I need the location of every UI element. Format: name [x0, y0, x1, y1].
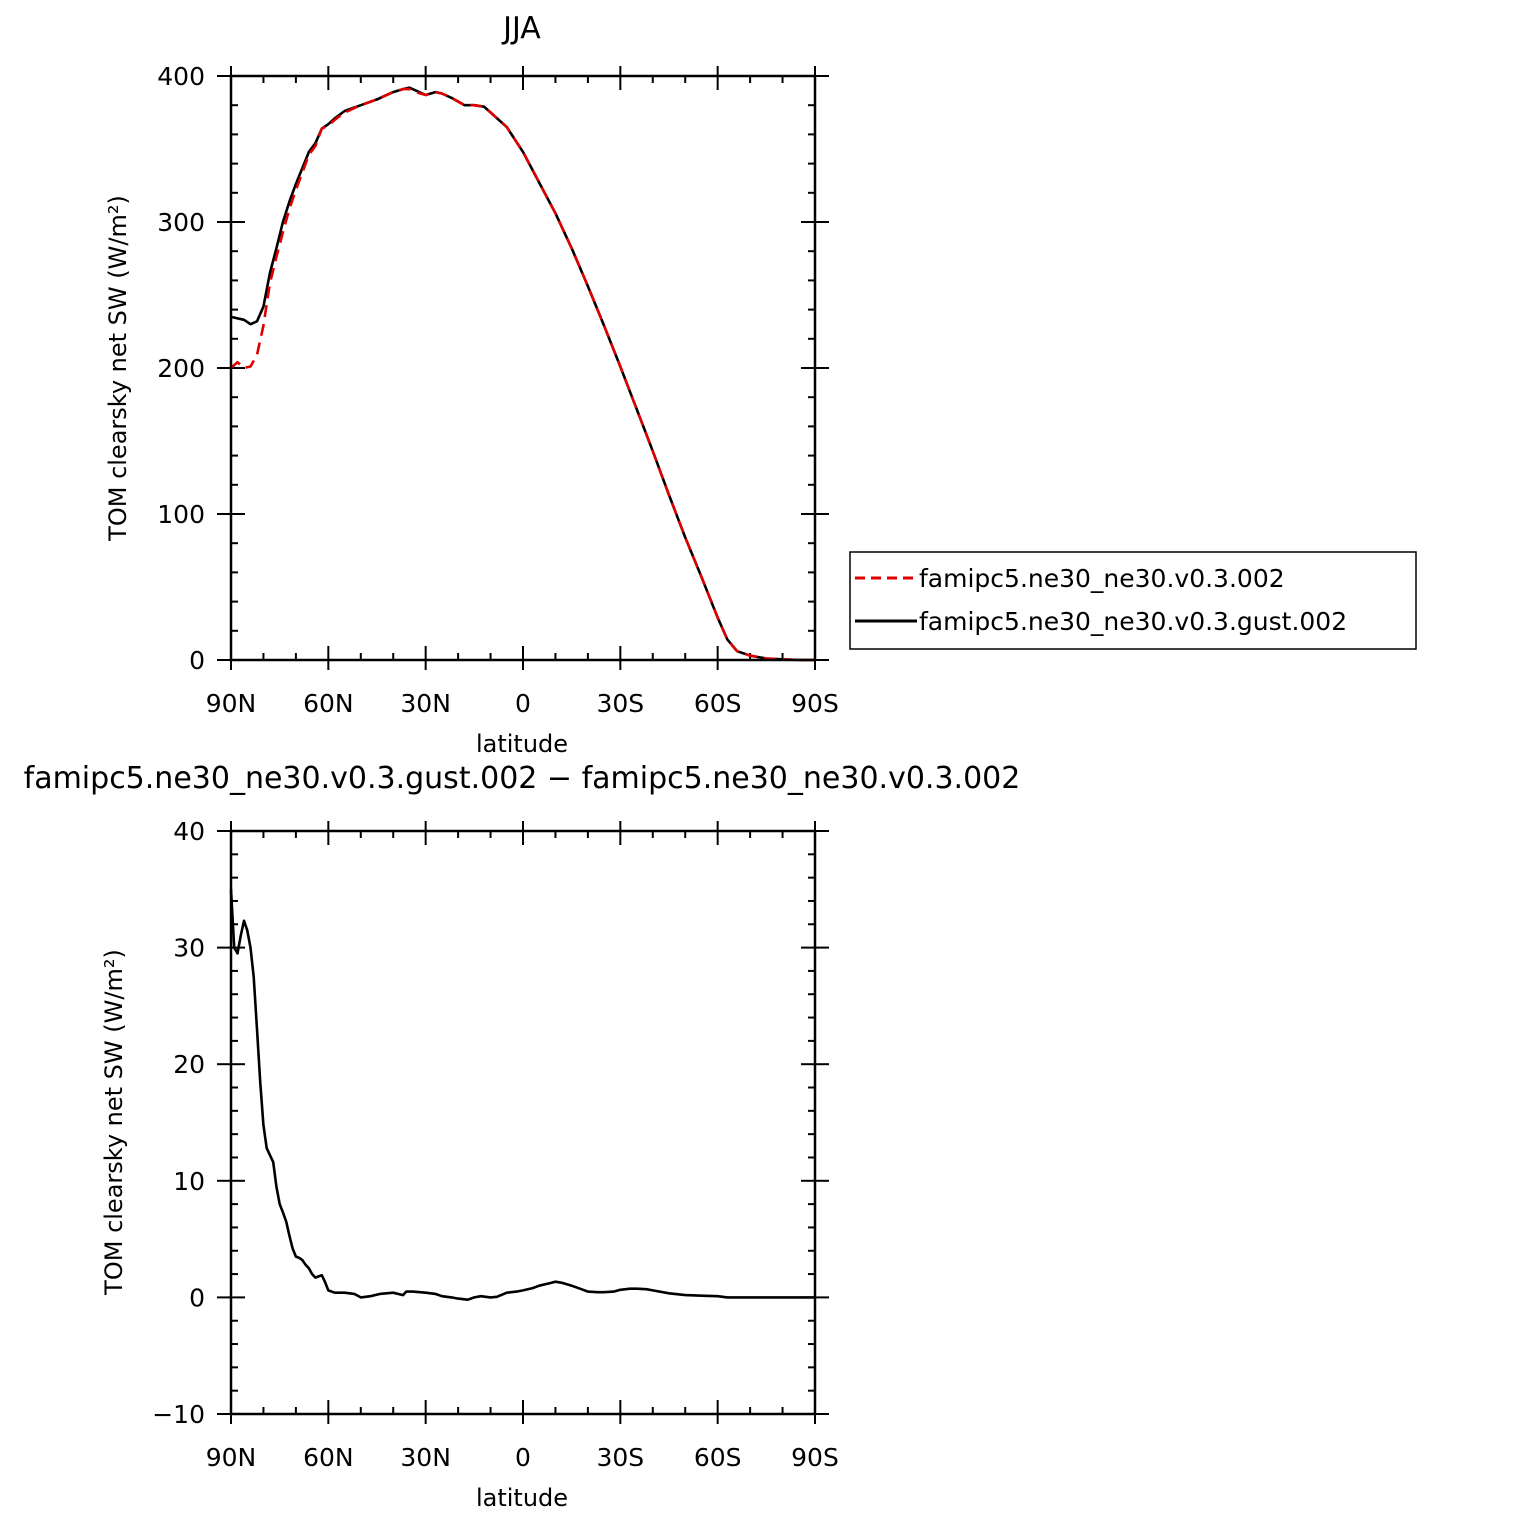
- top-panel-ticks: [217, 66, 829, 670]
- bottom-panel-ticks: [217, 821, 829, 1424]
- legend-label-0: famipc5.ne30_ne30.v0.3.002: [919, 564, 1285, 593]
- top-panel-xlabel: latitude: [476, 730, 568, 758]
- x-tick-label: 90N: [206, 689, 257, 718]
- series-line-0: [230, 87, 815, 662]
- y-tick-label: 10: [173, 1167, 205, 1196]
- x-tick-label: 30N: [400, 689, 451, 718]
- y-tick-label: −10: [152, 1400, 205, 1429]
- legend: famipc5.ne30_ne30.v0.3.002 famipc5.ne30_…: [849, 551, 1417, 650]
- top-panel-tick-labels: 90N 60N 30N 0 30S 60S 90S 0 100 200 300 400: [157, 62, 839, 718]
- x-tick-label: 60S: [694, 689, 742, 718]
- y-tick-label: 400: [157, 62, 205, 91]
- top-panel-title: JJA: [501, 11, 541, 46]
- y-tick-label: 20: [173, 1050, 205, 1079]
- y-tick-label: 30: [173, 934, 205, 963]
- x-tick-label: 90N: [206, 1443, 257, 1472]
- top-panel: JJA 90N 60N 30N 0 30S 60S 90S 0 100 200 300 400 lat…: [104, 11, 839, 758]
- x-tick-label: 60S: [694, 1443, 742, 1472]
- bottom-panel-title: famipc5.ne30_ne30.v0.3.gust.002 − famipc…: [24, 761, 1021, 796]
- legend-label-1: famipc5.ne30_ne30.v0.3.gust.002: [919, 607, 1347, 636]
- bottom-panel-ylabel: TOM clearsky net SW (W/m²): [100, 949, 128, 1296]
- top-panel-frame: [229, 74, 817, 662]
- bottom-panel: famipc5.ne30_ne30.v0.3.gust.002 − famipc…: [24, 761, 1021, 1512]
- y-tick-label: 100: [157, 500, 205, 529]
- top-panel-ylabel: TOM clearsky net SW (W/m²): [104, 195, 132, 542]
- x-tick-label: 0: [515, 689, 531, 718]
- x-tick-label: 30S: [596, 689, 644, 718]
- x-tick-label: 30N: [400, 1443, 451, 1472]
- x-tick-label: 90S: [791, 1443, 839, 1472]
- y-tick-label: 0: [189, 646, 205, 675]
- y-tick-label: 300: [157, 208, 205, 237]
- top-panel-series: [230, 86, 815, 662]
- bottom-panel-series: [229, 889, 815, 1301]
- x-tick-label: 90S: [791, 689, 839, 718]
- legend-box: [849, 551, 1417, 650]
- bottom-panel-frame: [229, 829, 817, 1416]
- x-tick-label: 60N: [303, 1443, 354, 1472]
- bottom-panel-xlabel: latitude: [476, 1484, 568, 1512]
- y-tick-label: 200: [157, 354, 205, 383]
- x-tick-label: 60N: [303, 689, 354, 718]
- y-tick-label: 0: [189, 1283, 205, 1312]
- y-tick-label: 40: [173, 817, 205, 846]
- bottom-panel-tick-labels: 90N 60N 30N 0 30S 60S 90S −10 0 10 20 30 40: [152, 817, 839, 1472]
- x-tick-label: 30S: [596, 1443, 644, 1472]
- x-tick-label: 0: [515, 1443, 531, 1472]
- series-line-1: [230, 86, 815, 662]
- series-line-0: [229, 889, 815, 1301]
